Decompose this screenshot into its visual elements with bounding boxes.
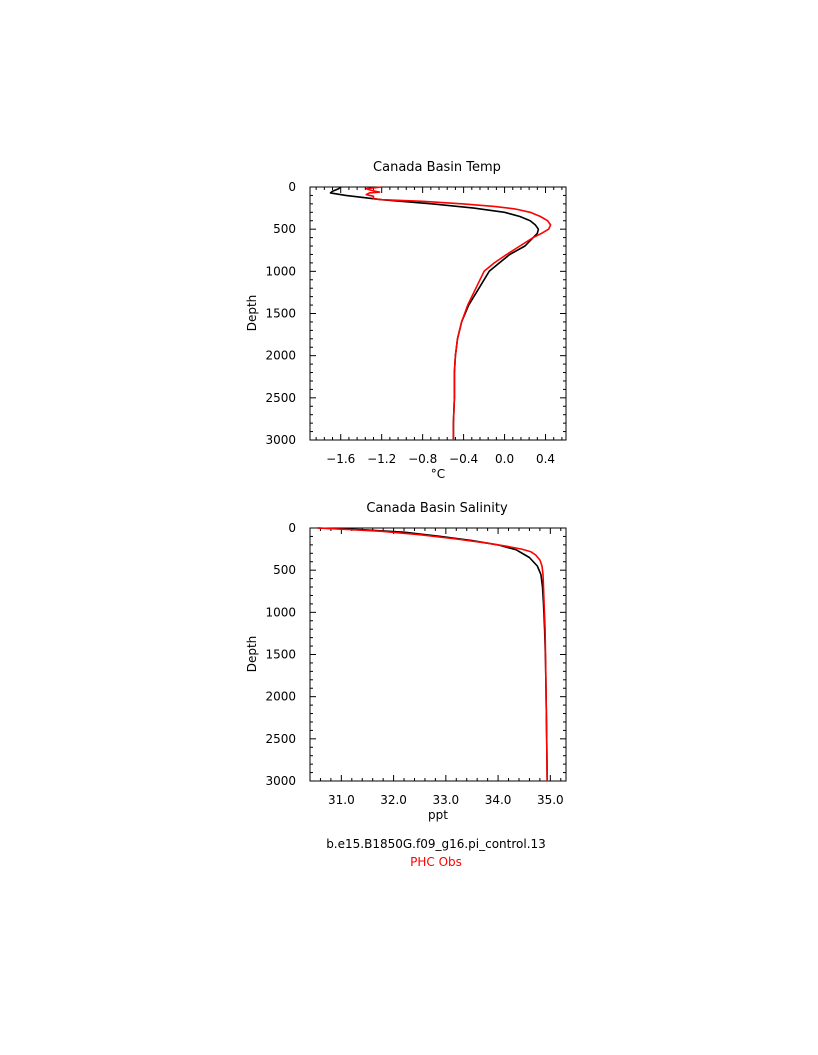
legend-entry-model: b.e15.B1850G.f09_g16.pi_control.13 (326, 837, 546, 851)
temperature-ytick-label: 0 (288, 180, 296, 194)
salinity-ytick-label: 0 (288, 521, 296, 535)
salinity-panel: Canada Basin Salinity 0 500 1000 1500 2000 25… (245, 501, 567, 822)
temperature-xtick-label: −0.4 (449, 452, 478, 466)
temperature-ytick-label: 3000 (265, 433, 296, 447)
temperature-ytick-label: 1000 (265, 264, 296, 278)
salinity-ticks: 0 500 1000 1500 2000 2500 3000 31.0 32.0 33.0 34.0… (265, 521, 566, 807)
salinity-ytick-label: 2000 (265, 690, 296, 704)
temperature-plot-frame (309, 186, 567, 441)
temperature-panel: Canada Basin Temp 0 500 1000 1500 2000 2500 30… (245, 160, 567, 481)
salinity-model-line (317, 527, 548, 782)
temperature-model-line (329, 186, 540, 440)
salinity-xtick-label: 32.0 (380, 793, 407, 807)
temperature-xtick-label: 0.0 (495, 452, 514, 466)
temperature-curves (329, 186, 552, 440)
temperature-xtick-label: −1.2 (367, 452, 396, 466)
salinity-ytick-label: 500 (273, 563, 296, 577)
temperature-obs-line (365, 186, 552, 440)
temperature-xtick-label: 0.4 (536, 452, 555, 466)
temperature-ytick-label: 500 (273, 222, 296, 236)
salinity-title: Canada Basin Salinity (366, 501, 508, 516)
legend: b.e15.B1850G.f09_g16.pi_control.13 PHC O… (326, 837, 546, 869)
temperature-xtick-label: −0.8 (408, 452, 437, 466)
temperature-xtick-label: −1.6 (326, 452, 355, 466)
temperature-ytick-label: 1500 (265, 307, 296, 321)
temperature-ticks: 0 500 1000 1500 2000 2500 3000 −1.6 −1.2 −0.8 −0.4… (265, 180, 566, 466)
salinity-plot-frame (309, 527, 567, 782)
salinity-xtick-label: 31.0 (328, 793, 355, 807)
salinity-ytick-label: 3000 (265, 774, 296, 788)
salinity-xtick-label: 33.0 (432, 793, 459, 807)
salinity-ytick-label: 1500 (265, 648, 296, 662)
temperature-ytick-label: 2000 (265, 349, 296, 363)
salinity-y-axis-label: Depth (245, 636, 259, 673)
temperature-y-axis-label: Depth (245, 295, 259, 332)
legend-entry-obs: PHC Obs (410, 855, 462, 869)
salinity-obs-line (317, 527, 548, 782)
temperature-title: Canada Basin Temp (373, 160, 501, 175)
salinity-xtick-label: 35.0 (537, 793, 564, 807)
salinity-ytick-label: 1000 (265, 605, 296, 619)
salinity-curves (317, 527, 548, 782)
temperature-x-axis-label: °C (431, 467, 445, 481)
salinity-ytick-label: 2500 (265, 732, 296, 746)
salinity-x-axis-label: ppt (428, 808, 448, 822)
temperature-ytick-label: 2500 (265, 391, 296, 405)
salinity-xtick-label: 34.0 (485, 793, 512, 807)
